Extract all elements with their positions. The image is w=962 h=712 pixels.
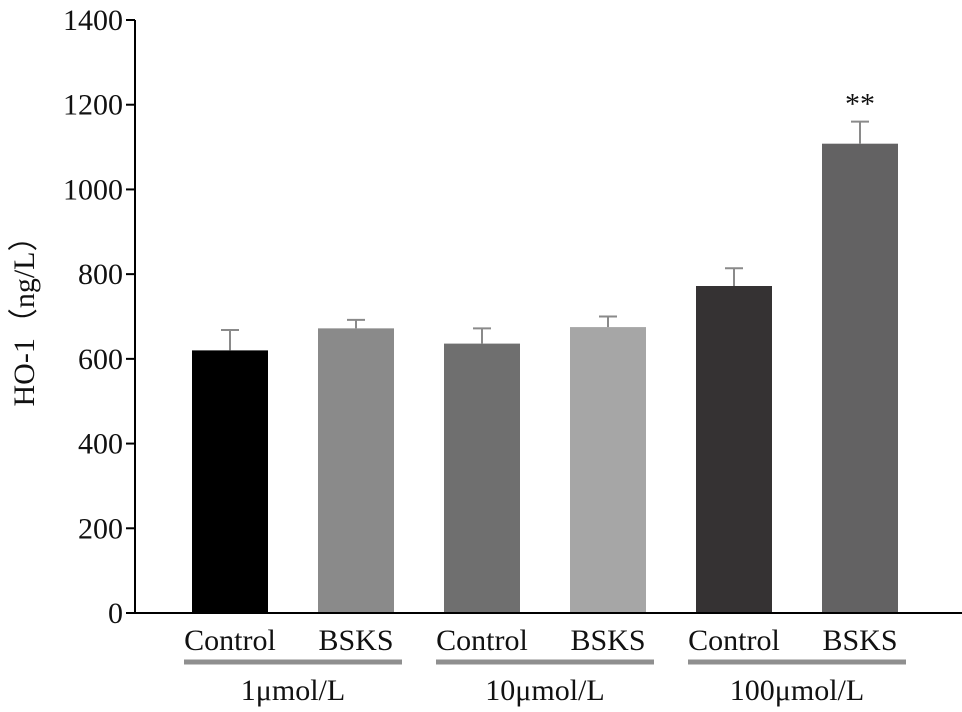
x-group-label: 1μmol/L (241, 674, 345, 707)
bars: ** (192, 88, 898, 613)
x-group-label: 100μmol/L (730, 674, 864, 707)
y-tick-label: 400 (78, 428, 123, 461)
x-category-label: Control (688, 624, 780, 657)
bar (192, 350, 268, 613)
y-tick-label: 1400 (63, 4, 123, 37)
x-category-label: BSKS (318, 624, 393, 657)
bar (696, 286, 772, 613)
x-category-label: Control (436, 624, 528, 657)
bar (318, 328, 394, 613)
y-axis: 0 200 400 600 800 1000 1200 1400 (63, 4, 136, 630)
x-category-label: BSKS (822, 624, 897, 657)
x-category-label: Control (184, 624, 276, 657)
y-tick-label: 200 (78, 512, 123, 545)
y-tick-label: 1200 (63, 89, 123, 122)
bar (822, 143, 898, 613)
bar (570, 327, 646, 613)
bar (444, 343, 520, 613)
y-tick-label: 0 (108, 597, 123, 630)
y-tick-label: 1000 (63, 173, 123, 206)
y-axis-label: HO-1（ng/L） (8, 222, 41, 407)
significance-annotation: ** (845, 88, 875, 121)
y-tick-label: 600 (78, 343, 123, 376)
x-group-label: 10μmol/L (485, 674, 604, 707)
y-tick-label: 800 (78, 258, 123, 291)
x-axis: Control BSKS 1μmol/L Control BSKS 10μmol/L Con… (135, 612, 962, 707)
x-category-label: BSKS (570, 624, 645, 657)
